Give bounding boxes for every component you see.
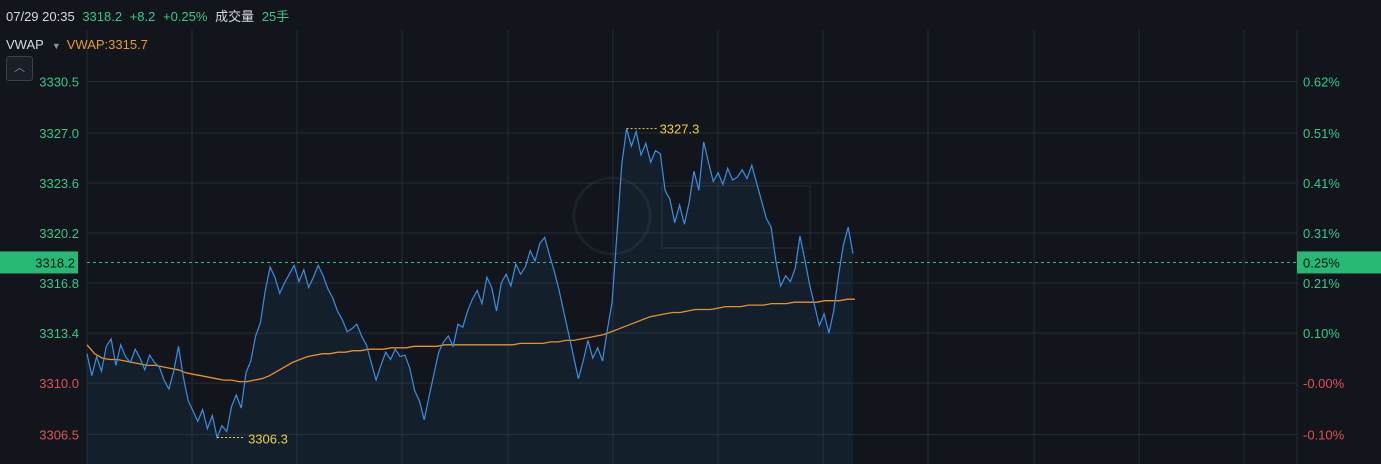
grid-vertical-lines [86, 30, 1298, 464]
header-price: 3318.2 [82, 9, 123, 24]
right-tick-label: 0.51% [1303, 126, 1340, 141]
right-tick-label: -0.10% [1303, 428, 1345, 443]
left-tick-label: 3330.5 [39, 74, 79, 89]
right-tick-label: 0.31% [1303, 226, 1340, 241]
right-tick-label: 0.41% [1303, 176, 1340, 191]
left-axis: 3330.5 3327.0 3323.6 3320.2 3316.8 3313.4 3310… [39, 74, 79, 442]
left-tick-label: 3306.5 [39, 428, 79, 443]
right-tick-label: -0.00% [1303, 376, 1345, 391]
indicator-value: VWAP:3315.7 [66, 37, 148, 52]
current-price-right-label: 0.25% [1303, 255, 1340, 270]
header-volume-label: 成交量 [215, 9, 255, 24]
left-tick-label: 3313.4 [39, 326, 79, 341]
indicator-dropdown-icon[interactable]: ▼ [51, 41, 61, 51]
header-change-pct: +0.25% [163, 9, 208, 24]
right-tick-label: 0.10% [1303, 326, 1340, 341]
header-change: +8.2 [129, 9, 156, 24]
right-tick-label: 0.62% [1303, 74, 1340, 89]
price-line [86, 128, 854, 440]
left-tick-label: 3327.0 [39, 126, 79, 141]
min-point-label: 3306.3 [248, 432, 288, 447]
chevron-up-icon[interactable]: ︿ [6, 56, 33, 81]
watermark-logo [572, 176, 811, 256]
extreme-annotations: 3327.3 3306.3 [217, 122, 699, 447]
left-tick-label: 3320.2 [39, 226, 79, 241]
max-point-label: 3327.3 [660, 122, 700, 137]
grid-horizontal-lines [87, 80, 1297, 436]
header-datetime: 07/29 20:35 [6, 9, 75, 24]
right-tick-label: 0.21% [1303, 276, 1340, 291]
indicator-bar: VWAP ▼ VWAP:3315.7 [6, 37, 148, 52]
header-volume-value: 25手 [261, 9, 290, 24]
vwap-line [86, 298, 855, 383]
price-area-fill [87, 128, 853, 464]
current-price-left-label: 3318.2 [35, 255, 75, 270]
left-tick-label: 3323.6 [39, 176, 79, 191]
left-tick-label: 3316.8 [39, 276, 79, 291]
current-price-badge-right: 0.25% [1297, 251, 1381, 274]
indicator-name[interactable]: VWAP [6, 37, 44, 52]
quote-header: 07/29 20:35 3318.2 +8.2 +0.25% 成交量 25手 [6, 6, 293, 25]
left-tick-label: 3310.0 [39, 376, 79, 391]
right-axis: 0.62% 0.51% 0.41% 0.31% 0.21% 0.10% -0.00% -0.1… [1303, 74, 1345, 442]
current-price-badge-left: 3318.2 [0, 251, 78, 274]
